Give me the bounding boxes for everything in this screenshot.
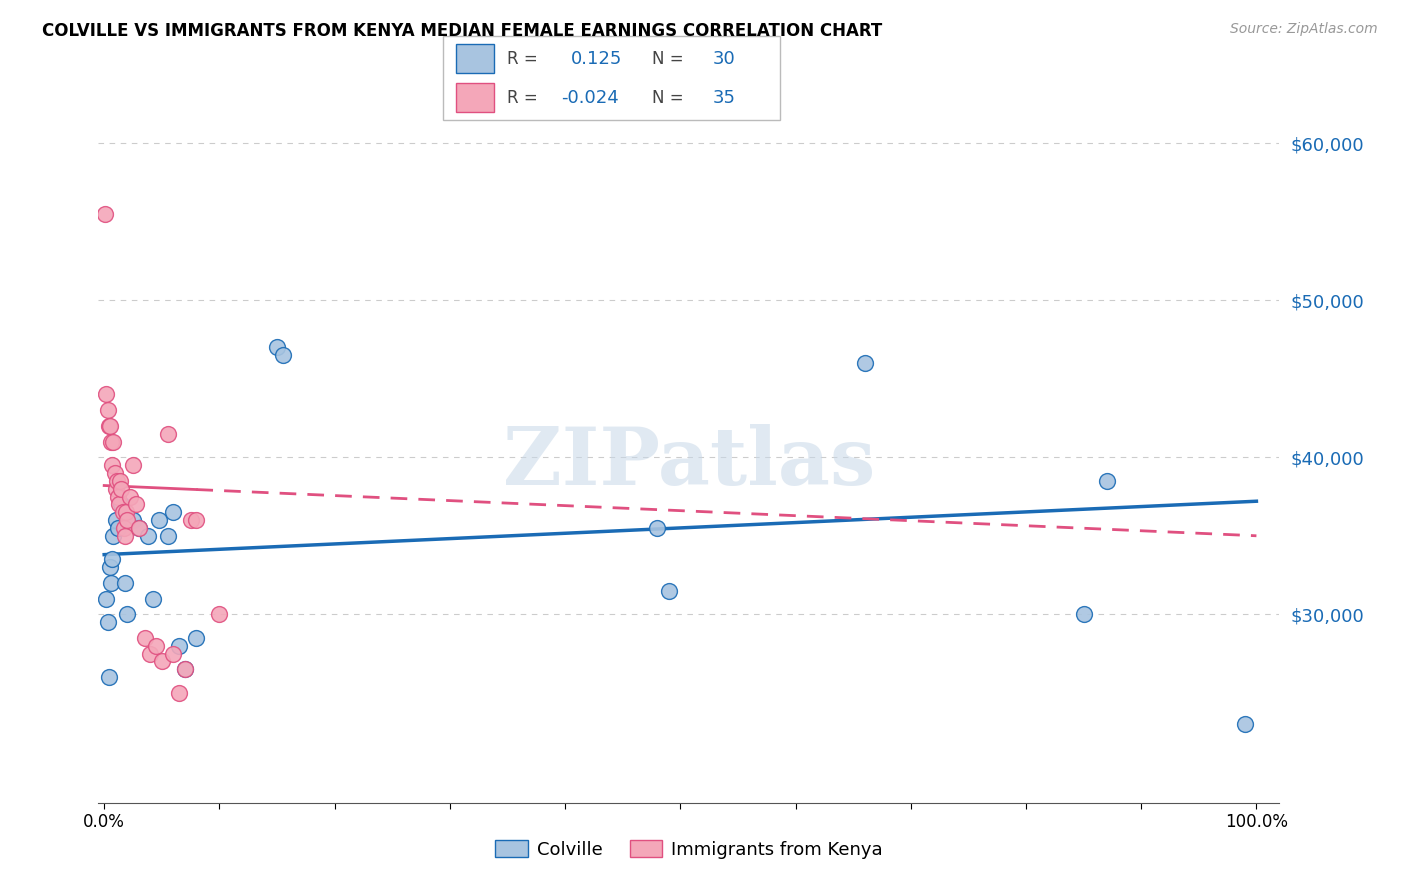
Point <box>104 513 127 527</box>
Point <box>167 686 190 700</box>
Point <box>114 529 136 543</box>
Point <box>271 348 294 362</box>
Point <box>103 434 125 449</box>
Text: 30: 30 <box>713 50 735 68</box>
Point <box>150 655 173 669</box>
Point <box>97 615 120 630</box>
Point <box>186 631 208 645</box>
FancyBboxPatch shape <box>457 44 494 73</box>
Point <box>156 426 179 441</box>
Point <box>101 458 124 472</box>
Point <box>97 403 120 417</box>
Point <box>142 591 165 606</box>
Point <box>118 490 141 504</box>
Point <box>103 466 125 480</box>
Point <box>103 529 125 543</box>
Point <box>100 575 122 590</box>
Point <box>167 639 190 653</box>
Point <box>111 505 134 519</box>
Point <box>98 418 121 433</box>
Point <box>107 490 129 504</box>
Point <box>97 418 120 433</box>
Text: -0.024: -0.024 <box>561 88 619 106</box>
Point <box>148 513 170 527</box>
Text: N =: N = <box>652 88 683 106</box>
Point <box>1233 717 1256 731</box>
Point <box>101 552 124 566</box>
Point <box>125 497 148 511</box>
Text: 35: 35 <box>713 88 735 106</box>
Text: R =: R = <box>508 88 537 106</box>
Point <box>96 387 118 401</box>
Point <box>97 670 120 684</box>
Text: ZIPatlas: ZIPatlas <box>503 425 875 502</box>
Point <box>162 505 184 519</box>
Point <box>145 639 167 653</box>
Point <box>162 647 184 661</box>
Point <box>853 356 876 370</box>
Point <box>156 529 179 543</box>
Point <box>108 497 131 511</box>
Point <box>105 474 128 488</box>
Point <box>128 521 150 535</box>
Point <box>115 607 138 622</box>
FancyBboxPatch shape <box>457 83 494 112</box>
Text: COLVILLE VS IMMIGRANTS FROM KENYA MEDIAN FEMALE EARNINGS CORRELATION CHART: COLVILLE VS IMMIGRANTS FROM KENYA MEDIAN… <box>42 22 883 40</box>
Point <box>104 482 127 496</box>
Legend: Colville, Immigrants from Kenya: Colville, Immigrants from Kenya <box>488 833 890 866</box>
Point <box>98 560 121 574</box>
Text: R =: R = <box>508 50 537 68</box>
Point <box>173 662 195 676</box>
Point <box>645 521 668 535</box>
Point <box>122 513 145 527</box>
Point <box>100 434 122 449</box>
Point <box>122 458 145 472</box>
Point <box>96 591 118 606</box>
Point <box>266 340 288 354</box>
Point <box>208 607 231 622</box>
Point <box>186 513 208 527</box>
Point <box>110 497 132 511</box>
Point <box>107 521 129 535</box>
Point <box>139 647 162 661</box>
Point <box>94 207 117 221</box>
Point <box>110 474 132 488</box>
Point <box>114 575 136 590</box>
Point <box>115 505 138 519</box>
Point <box>134 631 156 645</box>
Point <box>112 521 135 535</box>
FancyBboxPatch shape <box>443 36 780 120</box>
Point <box>136 529 159 543</box>
Point <box>173 662 195 676</box>
Point <box>115 513 138 527</box>
Point <box>128 521 150 535</box>
Point <box>658 583 681 598</box>
Text: Source: ZipAtlas.com: Source: ZipAtlas.com <box>1230 22 1378 37</box>
Point <box>180 513 202 527</box>
Point <box>110 482 132 496</box>
Point <box>1095 474 1118 488</box>
Text: 0.125: 0.125 <box>571 50 623 68</box>
Text: N =: N = <box>652 50 683 68</box>
Point <box>1073 607 1095 622</box>
